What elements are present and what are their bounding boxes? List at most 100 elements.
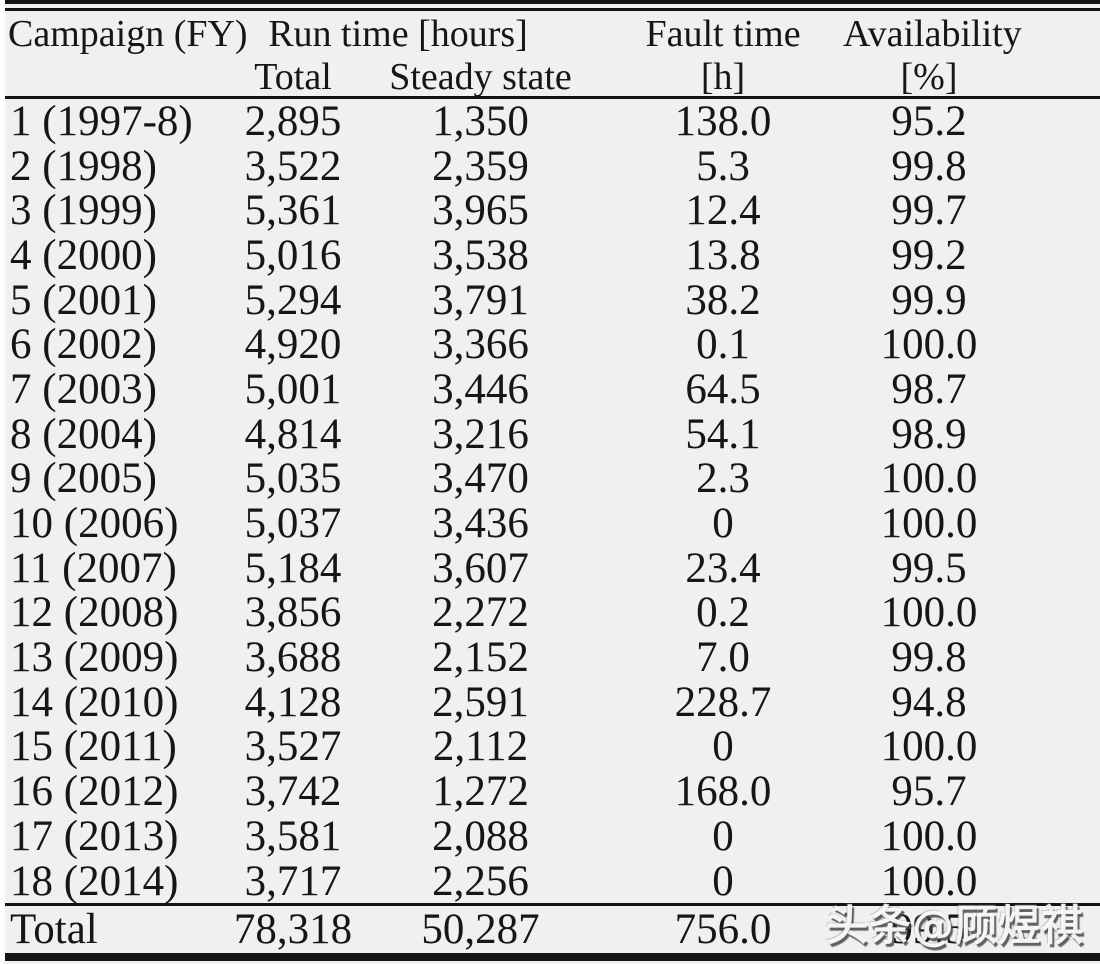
table-row: 10 (2006) 5,037 3,436 0 100.0 xyxy=(0,501,1100,546)
table-row: 16 (2012) 3,742 1,272 168.0 95.7 xyxy=(0,769,1100,814)
availability-cell: 100.0 xyxy=(880,812,978,860)
campaign-cell: 1 (1997-8) xyxy=(10,97,193,145)
runtime-total-cell: 2,895 xyxy=(244,97,342,145)
table-row: 17 (2013) 3,581 2,088 0 100.0 xyxy=(0,814,1100,859)
availability-cell: 95.2 xyxy=(891,97,967,145)
row-spacer xyxy=(1015,233,1100,278)
campaign-cell: 15 (2011) xyxy=(10,723,177,771)
row-spacer xyxy=(1015,635,1100,680)
runtime-steady-cell: 3,446 xyxy=(432,365,529,413)
fault-time-cell: 0 xyxy=(712,723,734,771)
table-row: 12 (2008) 3,856 2,272 0.2 100.0 xyxy=(0,591,1100,636)
availability-cell: 100.0 xyxy=(880,455,978,503)
availability-cell: 99.9 xyxy=(891,276,967,324)
fault-time-cell: 228.7 xyxy=(674,678,772,726)
runtime-steady-cell: 2,256 xyxy=(432,857,529,905)
table-row: 7 (2003) 5,001 3,446 64.5 98.7 xyxy=(0,367,1100,412)
availability-cell: 99.8 xyxy=(891,142,967,190)
runtime-total-cell: 3,742 xyxy=(244,768,342,816)
runtime-total-cell: 4,128 xyxy=(244,678,342,726)
table-row: 6 (2002) 4,920 3,366 0.1 100.0 xyxy=(0,322,1100,367)
header-runtime-steady: Steady state xyxy=(358,57,604,99)
campaign-cell: 13 (2009) xyxy=(10,634,179,682)
campaign-cell: 8 (2004) xyxy=(10,410,157,458)
row-spacer xyxy=(1015,367,1100,412)
runtime-steady-cell: 3,366 xyxy=(432,321,529,369)
availability-cell: 99.2 xyxy=(891,231,967,279)
row-spacer xyxy=(1015,412,1100,457)
header-availability-unit: [%] xyxy=(843,57,1016,99)
campaign-cell: 16 (2012) xyxy=(10,768,179,816)
row-spacer xyxy=(1015,814,1100,859)
availability-cell: 98.9 xyxy=(891,410,967,458)
row-spacer xyxy=(1015,725,1100,770)
runtime-steady-cell: 3,470 xyxy=(432,455,529,503)
runtime-total-cell: 5,361 xyxy=(244,187,342,235)
total-runtime-steady-value: 50,287 xyxy=(358,903,604,954)
total-runtime-total-value: 78,318 xyxy=(228,903,358,954)
availability-cell: 98.7 xyxy=(891,365,967,413)
runtime-steady-cell: 3,436 xyxy=(432,500,529,548)
campaign-cell: 11 (2007) xyxy=(10,544,177,592)
fault-time-cell: 23.4 xyxy=(685,544,761,592)
table-row: 15 (2011) 3,527 2,112 0 100.0 xyxy=(0,725,1100,770)
fault-time-cell: 0 xyxy=(712,857,734,905)
runtime-total-cell: 4,814 xyxy=(244,410,342,458)
runtime-total-cell: 3,688 xyxy=(244,634,342,682)
row-spacer xyxy=(1015,278,1100,323)
campaign-availability-table: Campaign (FY) Run time [hours] Fault tim… xyxy=(0,11,1100,954)
header-spacer xyxy=(1015,11,1100,99)
runtime-total-cell: 5,035 xyxy=(244,455,342,503)
total-fault-value: 756.0 xyxy=(603,903,844,954)
table-footer: Total 78,318 50,287 756.0 99.5 xyxy=(0,903,1100,954)
page-left-edge xyxy=(0,0,5,964)
campaign-cell: 18 (2014) xyxy=(10,857,179,905)
campaign-cell: 12 (2008) xyxy=(10,589,179,637)
table-bottom-rule xyxy=(0,953,1100,962)
runtime-total-cell: 4,920 xyxy=(244,321,342,369)
fault-time-cell: 168.0 xyxy=(674,768,772,816)
availability-cell: 99.8 xyxy=(891,634,967,682)
row-spacer xyxy=(1015,144,1100,189)
header-fault-unit: [h] xyxy=(603,57,844,99)
fault-time-cell: 5.3 xyxy=(696,142,750,190)
row-spacer xyxy=(1015,591,1100,636)
total-row: Total 78,318 50,287 756.0 99.5 xyxy=(0,903,1100,954)
runtime-steady-cell: 3,607 xyxy=(432,544,529,592)
table-row: 3 (1999) 5,361 3,965 12.4 99.7 xyxy=(0,188,1100,233)
table-row: 14 (2010) 4,128 2,591 228.7 94.8 xyxy=(0,680,1100,725)
header-runtime-group: Run time [hours] xyxy=(268,13,528,55)
row-spacer xyxy=(1015,769,1100,814)
runtime-total-cell: 5,294 xyxy=(244,276,342,324)
row-spacer xyxy=(1015,501,1100,546)
runtime-total-cell: 5,016 xyxy=(244,231,342,279)
header-campaign: Campaign (FY) xyxy=(0,11,248,99)
header-row-1: Campaign (FY) Run time [hours] Fault tim… xyxy=(0,11,1100,99)
row-spacer xyxy=(1015,680,1100,725)
availability-cell: 100.0 xyxy=(880,723,978,771)
availability-cell: 100.0 xyxy=(880,500,978,548)
table-row: 13 (2009) 3,688 2,152 7.0 99.8 xyxy=(0,635,1100,680)
runtime-total-cell: 5,001 xyxy=(244,365,342,413)
fault-time-cell: 0 xyxy=(712,812,734,860)
availability-cell: 100.0 xyxy=(880,321,978,369)
total-availability-value: 99.5 xyxy=(843,903,1016,954)
runtime-steady-cell: 1,350 xyxy=(432,97,529,145)
table-row: 11 (2007) 5,184 3,607 23.4 99.5 xyxy=(0,546,1100,591)
availability-cell: 99.7 xyxy=(891,187,967,235)
runtime-steady-cell: 3,965 xyxy=(432,187,529,235)
table-header: Campaign (FY) Run time [hours] Fault tim… xyxy=(0,11,1100,99)
runtime-steady-cell: 2,088 xyxy=(432,812,529,860)
runtime-total-cell: 3,717 xyxy=(244,857,342,905)
fault-time-cell: 2.3 xyxy=(696,455,750,503)
toutiao-watermark: 头条@顾煜祺 xyxy=(825,901,1084,950)
campaign-cell: 5 (2001) xyxy=(10,276,157,324)
table-row: 4 (2000) 5,016 3,538 13.8 99.2 xyxy=(0,233,1100,278)
campaign-cell: 7 (2003) xyxy=(10,365,157,413)
runtime-total-cell: 5,037 xyxy=(244,500,342,548)
fault-time-cell: 54.1 xyxy=(685,410,761,458)
row-spacer xyxy=(1015,322,1100,367)
campaign-cell: 3 (1999) xyxy=(10,187,157,235)
fault-time-cell: 0 xyxy=(712,500,734,548)
